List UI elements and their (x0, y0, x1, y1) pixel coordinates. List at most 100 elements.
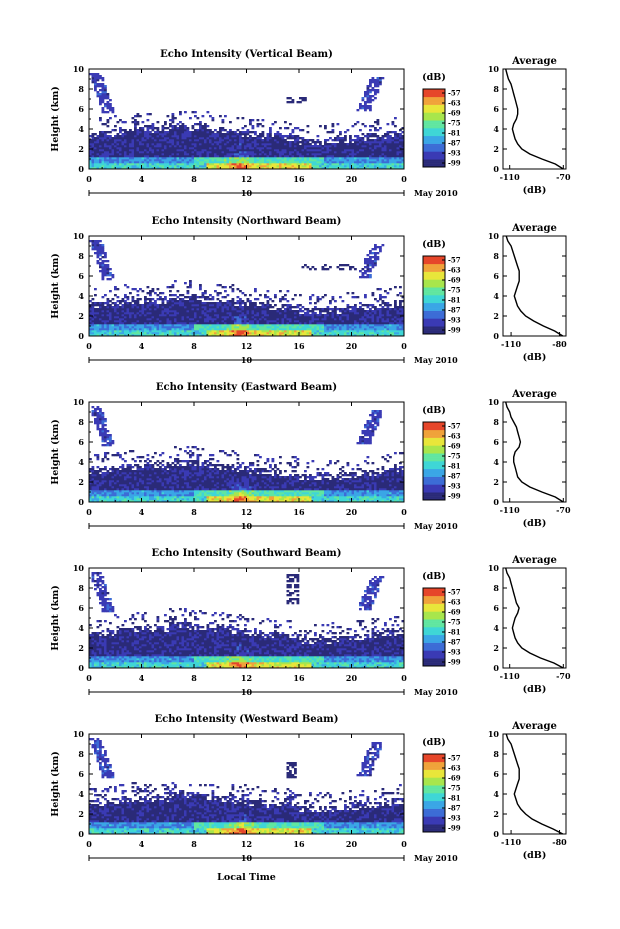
heatmap-cell (129, 153, 132, 156)
heatmap-cell (146, 326, 150, 329)
heatmap-cell (306, 147, 310, 150)
heatmap-cell (364, 328, 367, 331)
heatmap-cell (181, 310, 185, 313)
heatmap-cell (134, 143, 137, 146)
heatmap-cell (149, 127, 152, 130)
heatmap-cell (154, 151, 157, 154)
heatmap-cell (341, 310, 345, 313)
heatmap-cell (361, 149, 365, 152)
heatmap-cell (311, 330, 315, 333)
heatmap-cell (286, 149, 290, 152)
heatmap-cell (111, 314, 115, 317)
heatmap-cell (349, 330, 352, 333)
heatmap-cell (131, 147, 135, 150)
heatmap-cell (221, 137, 225, 140)
heatmap-cell (289, 145, 292, 148)
heatmap-cell (206, 133, 210, 136)
heatmap-cell (294, 153, 297, 156)
heatmap-cell (204, 143, 207, 146)
heatmap-cell (314, 143, 317, 146)
heatmap-cell (149, 139, 152, 142)
heatmap-cell (264, 314, 267, 317)
heatmap-cell (329, 324, 332, 327)
heatmap-cell (119, 163, 122, 166)
heatmap-cell (354, 314, 357, 317)
heatmap-cell (166, 163, 170, 166)
heatmap-cell (399, 149, 402, 152)
heatmap-cell (309, 314, 312, 317)
heatmap-cell (336, 328, 340, 331)
heatmap-cell (236, 151, 240, 154)
heatmap-cell (301, 266, 305, 269)
heatmap-cell (266, 302, 270, 305)
heatmap-cell (279, 151, 282, 154)
heatmap-cell (241, 163, 245, 166)
heatmap-cell (201, 318, 205, 321)
heatmap-cell (204, 141, 207, 144)
heatmap-cell (354, 163, 357, 166)
heatmap-cell (289, 151, 292, 154)
heatmap-cell (236, 306, 240, 309)
heatmap-cell (394, 157, 397, 160)
heatmap-cell (169, 133, 172, 136)
heatmap-cell (184, 135, 187, 138)
heatmap-cell (94, 133, 97, 136)
heatmap-cell (231, 141, 235, 144)
heatmap-cell (181, 165, 185, 168)
heatmap-cell (174, 153, 177, 156)
heatmap-cell (316, 145, 320, 148)
heatmap-cell (269, 139, 272, 142)
heatmap-cell (99, 262, 102, 265)
heatmap-cell (314, 314, 317, 317)
heatmap-cell (281, 334, 285, 337)
heatmap-cell (244, 157, 247, 160)
heatmap-cell (149, 330, 152, 333)
heatmap-cell (306, 145, 310, 148)
heatmap-cell (331, 147, 335, 150)
heatmap-cell (96, 79, 100, 82)
heatmap-cell (171, 302, 175, 305)
heatmap-cell (306, 153, 310, 156)
heatmap-cell (319, 326, 322, 329)
heatmap-cell (196, 133, 200, 136)
heatmap-cell (201, 133, 205, 136)
heatmap-cell (266, 332, 270, 335)
heatmap-cell (164, 141, 167, 144)
heatmap-cell (349, 157, 352, 160)
heatmap-cell (116, 322, 120, 325)
heatmap-cell (134, 167, 137, 170)
heatmap-cell (121, 312, 125, 315)
heatmap-cell (234, 330, 237, 333)
heatmap-cell (301, 141, 305, 144)
heatmap-cell (339, 151, 342, 154)
heatmap-cell (184, 332, 187, 335)
heatmap-cell (264, 161, 267, 164)
heatmap-cell (89, 141, 92, 144)
heatmap-cell (356, 135, 360, 138)
heatmap-cell (139, 149, 142, 152)
heatmap-cell (346, 161, 350, 164)
heatmap-cell (334, 328, 337, 331)
heatmap-cell (144, 157, 147, 160)
heatmap-cell (234, 155, 237, 158)
heatmap-cell (286, 304, 290, 307)
heatmap-cell (381, 334, 385, 337)
heatmap-cell (359, 306, 362, 309)
heatmap-cell (126, 159, 130, 162)
heatmap-cell (339, 147, 342, 150)
heatmap-cell (226, 155, 230, 158)
heatmap-cell (179, 298, 182, 301)
heatmap-cell (331, 143, 335, 146)
heatmap-cell (226, 334, 230, 337)
heatmap-cell (209, 312, 212, 315)
heatmap-cell (371, 149, 375, 152)
heatmap-cell (156, 318, 160, 321)
heatmap-cell (241, 153, 245, 156)
heatmap-cell (326, 161, 330, 164)
heatmap-cell (124, 302, 127, 305)
heatmap-cell (171, 167, 175, 170)
heatmap-cell (169, 165, 172, 168)
heatmap-cell (229, 121, 232, 124)
heatmap-cell (114, 310, 117, 313)
heatmap-cell (376, 89, 380, 92)
